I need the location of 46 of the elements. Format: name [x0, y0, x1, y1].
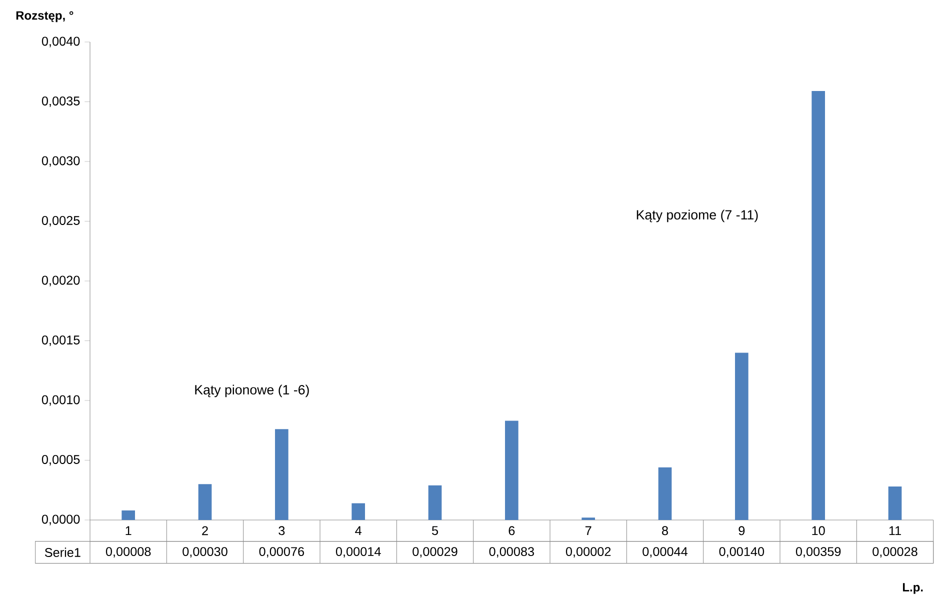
y-tick-label: 0,0015 — [42, 336, 80, 346]
bar — [352, 503, 366, 520]
bar — [198, 484, 212, 520]
y-tick-label: 0,0035 — [42, 96, 80, 107]
x-tick-label: 3 — [278, 526, 285, 536]
x-tick-label: 2 — [202, 526, 208, 536]
bar — [505, 420, 518, 520]
text: 0,00083 — [489, 547, 534, 558]
bar — [122, 510, 136, 520]
annotation: Kąty pionowe (1 -6) — [195, 384, 309, 398]
bar — [428, 485, 442, 520]
y-tick-label: 0,0030 — [42, 156, 80, 167]
annotation: Kąty poziome (7 -11) — [636, 210, 758, 222]
x-tick-label: 6 — [508, 526, 515, 536]
x-tick-label: 9 — [738, 526, 745, 536]
y-tick-label: 0,0005 — [42, 455, 80, 466]
text: 0,00028 — [872, 547, 918, 558]
y-axis-title: Rozstęp, ° — [16, 11, 74, 22]
x-axis-title: L.p. — [902, 583, 923, 594]
text: 0,00030 — [182, 547, 228, 558]
y-tick-label: 0,0025 — [42, 216, 80, 226]
text: 0,00002 — [566, 547, 611, 558]
y-tick-label: 0,0000 — [42, 514, 80, 526]
y-tick-label: 0,0020 — [42, 276, 80, 286]
text: Serie1 — [44, 548, 80, 557]
text: 0,00044 — [642, 547, 688, 558]
x-tick-label: 8 — [662, 526, 668, 536]
text: 0,00014 — [336, 547, 381, 558]
x-tick-label: 1 — [126, 526, 132, 536]
bar — [812, 90, 825, 520]
text: 0,00359 — [796, 547, 841, 558]
text: 0,00008 — [106, 547, 151, 558]
x-tick-label: 11 — [889, 526, 901, 536]
text: 0,00029 — [412, 547, 458, 558]
x-tick-label: 4 — [355, 526, 362, 536]
bar — [658, 467, 672, 520]
text: 0,00140 — [719, 547, 764, 558]
x-tick-label: 7 — [585, 526, 592, 536]
bar — [735, 352, 748, 520]
x-tick-label: 5 — [432, 526, 438, 536]
text: 0,00076 — [259, 547, 304, 558]
x-tick-label: 10 — [812, 526, 825, 536]
bar — [888, 486, 902, 520]
y-tick-label: 0,0040 — [42, 36, 80, 48]
bar — [275, 429, 288, 520]
y-tick-label: 0,0010 — [42, 395, 80, 406]
